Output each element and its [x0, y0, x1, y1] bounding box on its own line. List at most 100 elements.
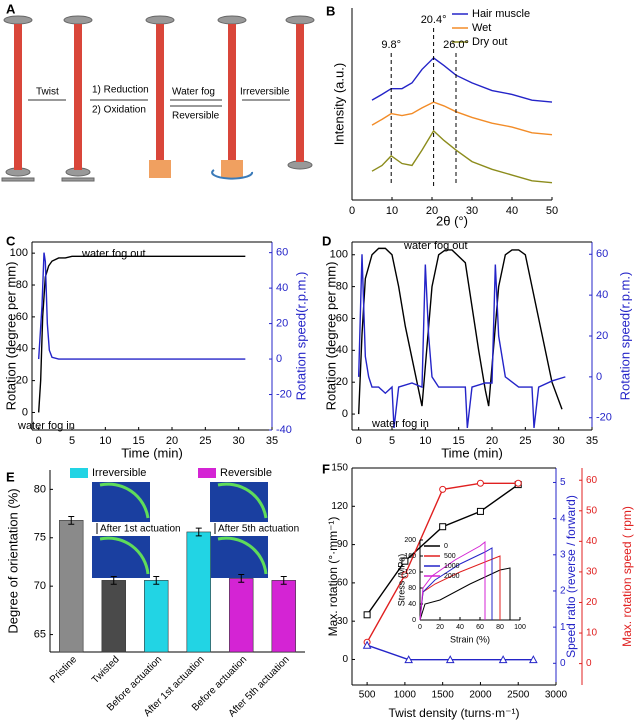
x-tick-label: 500	[359, 690, 376, 701]
y-tick-label: 60	[336, 312, 348, 324]
legend-label: 500	[444, 553, 456, 560]
y3-tick-label: 40	[586, 536, 598, 547]
rings	[99, 482, 268, 575]
marker	[363, 611, 371, 619]
y3-tick-label: 0	[586, 658, 592, 669]
x-tick-label: 1500	[432, 690, 455, 701]
x-axis-label: Time (min)	[121, 445, 183, 460]
ring	[217, 536, 268, 575]
annotation: water fog out	[81, 248, 146, 260]
x-tick-label: 15	[133, 435, 145, 447]
x-axis-label: Strain (%)	[450, 634, 490, 644]
fiber	[156, 24, 164, 160]
panel-label: E	[6, 469, 15, 484]
x-tick-label: 40	[506, 205, 518, 217]
cap	[3, 15, 33, 25]
bar	[59, 520, 84, 653]
y-tick-label: 0	[342, 408, 348, 420]
y-tick-label: 150	[331, 463, 348, 474]
label: 1) Reduction	[92, 85, 149, 96]
annotation: water fog out	[403, 240, 468, 252]
y-tick-label: 200	[404, 537, 416, 544]
x-tick-label: 35	[586, 435, 598, 447]
y2-tick-label: -40	[276, 424, 292, 436]
y2-tick-label: 1	[560, 622, 566, 633]
y-tick-label: 60	[16, 311, 28, 323]
y2-tick-label: 60	[276, 247, 288, 259]
x-tick-label: 40	[456, 624, 464, 631]
weight	[221, 160, 243, 178]
y-tick-label: 40	[336, 344, 348, 356]
legend-label: Irreversible	[92, 467, 146, 479]
y3-tick-label: 20	[586, 597, 598, 608]
x-tick-label: 30	[553, 435, 565, 447]
x-tick-label: 60	[476, 624, 484, 631]
x-tick-label: 0	[418, 624, 422, 631]
y2-tick-label: 20	[276, 317, 288, 329]
y-axis-label: Rotation (degree per mm)	[3, 262, 18, 411]
x-tick-label: 20	[426, 205, 438, 217]
y-tick-label: 20	[336, 376, 348, 388]
cap	[287, 160, 313, 170]
marker	[498, 655, 508, 664]
bar	[186, 531, 211, 653]
caption: After 5th actuation	[218, 524, 299, 535]
y-tick-label: 60	[337, 578, 349, 589]
y-axis-label: Stress (MPa)	[396, 554, 406, 607]
x-tick-label: 30	[233, 435, 245, 447]
legend-label: Wet	[472, 22, 491, 34]
y-tick-label: 20	[16, 375, 28, 387]
error-bar	[238, 574, 245, 583]
legend-label: Dry out	[472, 36, 507, 48]
label: Twist	[36, 87, 59, 98]
series-line	[371, 129, 553, 184]
x-tick-label: 5	[389, 435, 395, 447]
y3-tick-label: 60	[586, 475, 598, 486]
marker	[476, 479, 484, 487]
y-tick-label: 80	[408, 585, 416, 592]
y2-tick-label: 0	[596, 371, 602, 383]
fiber	[228, 24, 236, 160]
marker	[528, 655, 538, 664]
series-line	[371, 101, 553, 136]
bar	[101, 580, 126, 653]
x-tick-label: 1000	[394, 690, 417, 701]
x-tick-label: 3000	[545, 690, 568, 701]
series-line	[357, 247, 563, 415]
legend-label: 0	[444, 543, 448, 550]
ring	[217, 482, 268, 519]
panel-label: A	[6, 1, 16, 16]
marker	[476, 507, 484, 515]
x-tick-label: 25	[519, 435, 531, 447]
x-tick-label: 2500	[507, 690, 530, 701]
caption: After 1st actuation	[100, 524, 181, 535]
y2-axis-label: Rotation speed(r.p.m.)	[293, 272, 308, 401]
error-bar	[68, 515, 75, 525]
y-tick-label: 70	[34, 580, 46, 592]
annotation: 9.8°	[381, 39, 401, 51]
marker	[439, 485, 447, 493]
x-axis-label: Time (min)	[441, 445, 503, 460]
y-tick-label: 90	[337, 539, 349, 550]
cap	[285, 15, 315, 25]
annotation: 26.0°	[443, 39, 469, 51]
x-tick-label: 30	[466, 205, 478, 217]
rods	[1, 15, 315, 182]
x-tick-label: 35	[266, 435, 278, 447]
legend-label: Reversible	[220, 467, 272, 479]
y-tick-label: 40	[408, 601, 416, 608]
y-tick-label: 0	[22, 406, 28, 418]
error-bar	[195, 527, 202, 537]
fibers	[14, 24, 304, 170]
panel-label: B	[326, 3, 335, 18]
y-tick-label: 120	[331, 501, 348, 512]
cap	[217, 15, 247, 25]
base	[1, 177, 35, 182]
y3-tick-label: 50	[586, 505, 598, 516]
base	[61, 177, 95, 182]
x-axis-label: Twist density (turns·m⁻¹)	[388, 706, 519, 720]
y3-axis-label: Max. rotation speed ( rpm)	[620, 506, 634, 647]
label: Water fog	[172, 87, 215, 98]
x-tick-label: 50	[546, 205, 558, 217]
